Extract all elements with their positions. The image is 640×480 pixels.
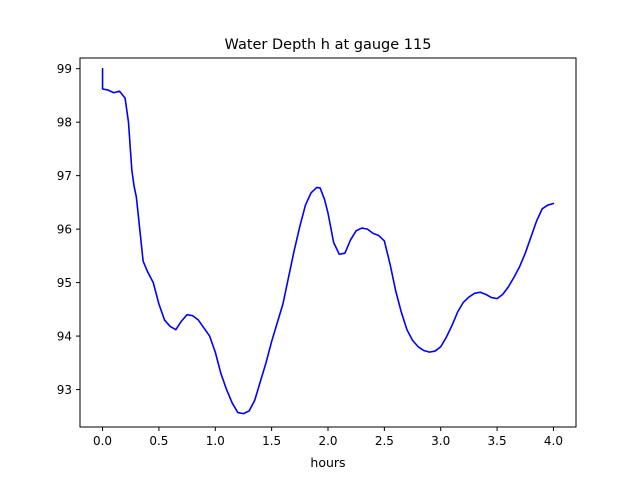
x-tick-label: 1.0 <box>206 434 225 448</box>
x-tick-label: 2.0 <box>318 434 337 448</box>
x-tick-label: 4.0 <box>544 434 563 448</box>
y-tick-label: 96 <box>57 223 72 237</box>
chart-title: Water Depth h at gauge 115 <box>225 37 432 53</box>
y-ticks: 93 94 95 96 97 98 99 <box>57 62 80 397</box>
x-tick-label: 3.0 <box>431 434 450 448</box>
y-tick-label: 93 <box>57 383 72 397</box>
x-tick-label: 1.5 <box>262 434 281 448</box>
x-tick-label: 0.0 <box>93 434 112 448</box>
series-line-0 <box>101 67 555 415</box>
x-ticks: 0.0 0.5 1.0 1.5 2.0 2.5 3.0 3.5 4.0 <box>93 427 563 448</box>
y-tick-label: 97 <box>57 169 72 183</box>
series-layer <box>101 67 555 415</box>
y-tick-label: 94 <box>57 330 72 344</box>
y-tick-label: 98 <box>57 116 72 130</box>
x-tick-label: 3.5 <box>488 434 507 448</box>
x-tick-label: 0.5 <box>149 434 168 448</box>
y-tick-label: 95 <box>57 276 72 290</box>
plot-area <box>80 58 576 427</box>
x-axis-label: hours <box>310 455 345 470</box>
y-tick-label: 99 <box>57 62 72 76</box>
plot-frame <box>79 57 577 428</box>
x-tick-label: 2.5 <box>375 434 394 448</box>
